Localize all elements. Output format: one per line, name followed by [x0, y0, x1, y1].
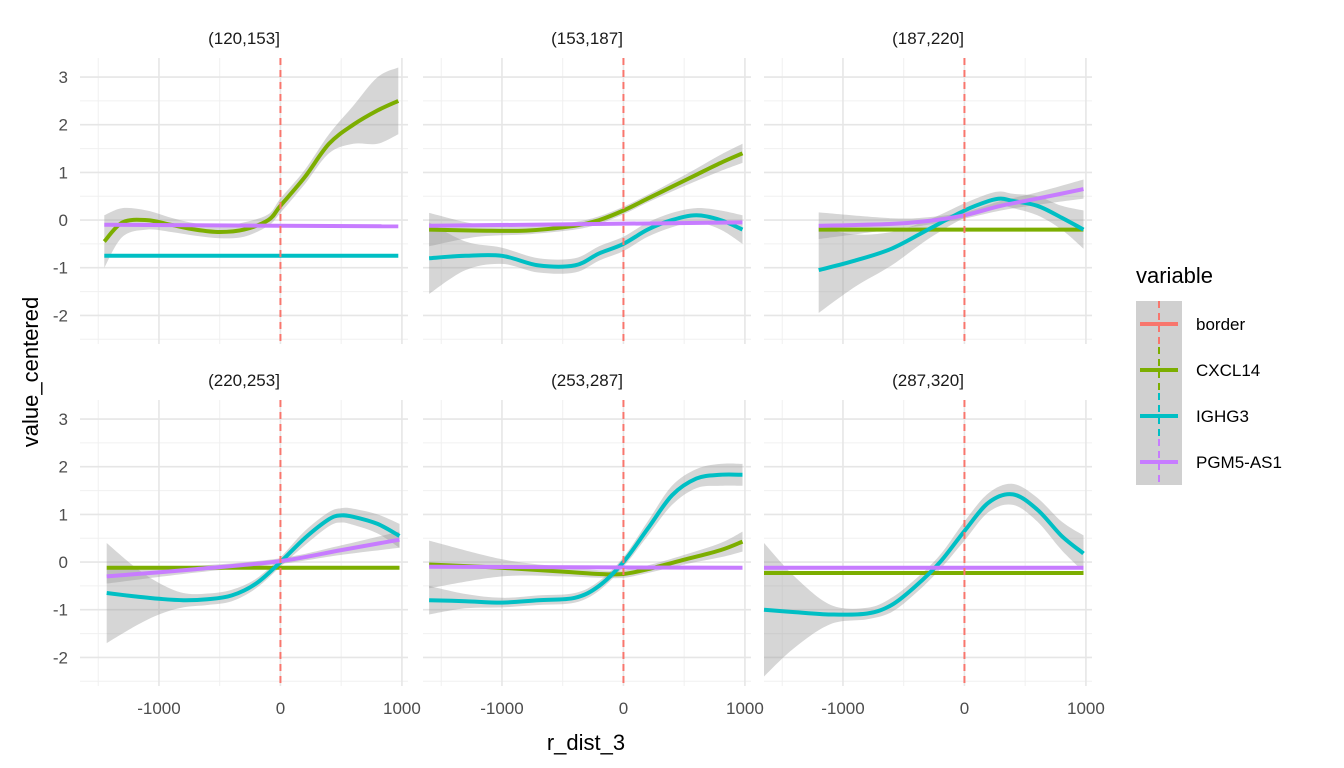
facet-title: (153,187] — [551, 29, 623, 48]
facet-panel: (287,320] -1000 0 1000 — [763, 371, 1105, 718]
series-line-ighg3 — [763, 492, 1085, 617]
y-tick-label: 0 — [59, 553, 68, 572]
series-line-cxcl14 — [429, 151, 744, 233]
facet-panel: (220,253] -2 -1 0 1 2 3 -1000 0 1000 — [53, 371, 421, 718]
y-tick-label: 3 — [59, 68, 68, 87]
panels-group: (120,153] -2 -1 0 1 2 3 (153,187] (187,220] (220,… — [53, 29, 1105, 718]
facet-title: (220,253] — [208, 371, 280, 390]
y-tick-label: 1 — [59, 505, 68, 524]
x-tick-label: 1000 — [1067, 699, 1105, 718]
series-line-pgm5-as1 — [429, 564, 743, 570]
x-tick-label: 1000 — [726, 699, 764, 718]
facet-title: (253,287] — [551, 371, 623, 390]
facet-panel: (120,153] -2 -1 0 1 2 3 — [53, 29, 408, 344]
x-tick-label: 1000 — [383, 699, 421, 718]
x-tick-label: -1000 — [137, 699, 180, 718]
legend-label: IGHG3 — [1196, 407, 1249, 426]
confidence-band-ighg3 — [429, 463, 743, 615]
y-tick-label: 3 — [59, 410, 68, 429]
grid — [423, 58, 751, 344]
y-tick-label: -2 — [53, 306, 68, 325]
x-tick-label: 0 — [960, 699, 969, 718]
confidence-band-cxcl14 — [429, 531, 743, 589]
facet-title: (287,320] — [892, 371, 964, 390]
series-line-pgm5-as1 — [106, 537, 400, 579]
series-line-ighg3 — [106, 513, 401, 603]
legend-entry-cxcl14: CXCL14 — [1136, 347, 1260, 393]
y-tick-label: -2 — [53, 648, 68, 667]
legend-entry-ighg3: IGHG3 — [1136, 393, 1249, 439]
y-axis-title: value_centered — [18, 297, 43, 447]
x-tick-label: 0 — [276, 699, 285, 718]
legend-label: PGM5-AS1 — [1196, 453, 1282, 472]
series-line-ighg3 — [818, 196, 1085, 273]
series-line-ighg3 — [429, 472, 743, 605]
y-tick-label: 2 — [59, 458, 68, 477]
legend-entry-border: border — [1136, 301, 1245, 347]
y-tick-label: -1 — [53, 601, 68, 620]
facet-panel: (253,287] -1000 0 1000 — [423, 371, 764, 718]
x-tick-label: -1000 — [480, 699, 523, 718]
y-tick-label: 2 — [59, 116, 68, 135]
confidence-band-cxcl14 — [104, 67, 399, 268]
legend-entry-pgm5-as1: PGM5-AS1 — [1136, 439, 1282, 485]
y-tick-label: 1 — [59, 163, 68, 182]
y-tick-label: 0 — [59, 211, 68, 230]
facet-panel: (187,220] — [764, 29, 1092, 344]
grid — [423, 400, 751, 686]
confidence-band-pgm5-as1 — [106, 531, 400, 584]
series-line-pgm5-as1 — [429, 220, 743, 228]
legend-label: border — [1196, 315, 1245, 334]
facet-title: (187,220] — [892, 29, 964, 48]
legend-title: variable — [1136, 263, 1213, 288]
facet-title: (120,153] — [208, 29, 280, 48]
grid — [80, 400, 408, 686]
grid — [764, 400, 1092, 686]
y-tick-label: -1 — [53, 259, 68, 278]
x-tick-label: -1000 — [821, 699, 864, 718]
legend: variable border CXCL14 IGHG3 PGM5-AS1 — [1136, 263, 1282, 485]
x-axis-title: r_dist_3 — [547, 730, 625, 755]
x-tick-label: 0 — [619, 699, 628, 718]
confidence-band-ighg3 — [429, 208, 743, 294]
facet-panel: (153,187] — [423, 29, 751, 344]
series-line-ighg3 — [428, 213, 744, 269]
series-line-pgm5-as1 — [104, 222, 399, 229]
legend-label: CXCL14 — [1196, 361, 1260, 380]
